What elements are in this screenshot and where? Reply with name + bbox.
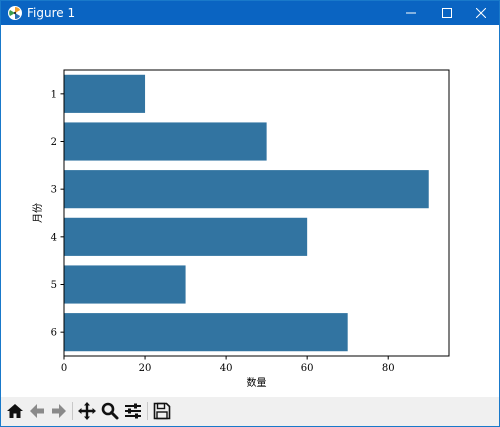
window-title: Figure 1 (27, 6, 76, 20)
configure-subplots-button[interactable] (123, 401, 143, 421)
arrow-left-icon (30, 404, 44, 418)
toolbar-separator (72, 402, 73, 420)
bar-4 (64, 217, 308, 256)
bar-chart: 1 2 3 4 5 6 0 20 40 60 80 数量 月份 (32, 69, 450, 389)
y-tick-label: 1 (51, 89, 57, 100)
x-tick-label: 40 (220, 363, 233, 374)
home-icon (7, 404, 23, 418)
y-tick-label: 4 (51, 232, 57, 243)
toolbar-separator (147, 402, 148, 420)
bar-2 (64, 122, 267, 161)
y-tick-label: 3 (51, 185, 57, 196)
bar-5 (64, 265, 186, 304)
sliders-icon (125, 403, 141, 419)
y-tick-label: 5 (51, 280, 57, 291)
title-bar[interactable]: Figure 1 (1, 1, 499, 25)
minimize-button[interactable] (393, 1, 429, 25)
bar-3 (64, 170, 429, 209)
maximize-button[interactable] (429, 1, 465, 25)
y-axis-label: 月份 (32, 203, 44, 223)
axes-frame (63, 69, 450, 357)
zoom-button[interactable] (100, 401, 120, 421)
forward-button[interactable] (49, 401, 69, 421)
x-tick-label: 80 (382, 363, 395, 374)
maximize-icon (442, 8, 452, 18)
move-icon (78, 402, 96, 420)
save-icon (153, 402, 171, 420)
pan-button[interactable] (77, 401, 97, 421)
close-button[interactable] (463, 1, 499, 25)
matplotlib-logo-icon (7, 5, 23, 21)
save-button[interactable] (152, 401, 172, 421)
x-axis-label: 数量 (247, 376, 267, 389)
figure-canvas[interactable]: 1 2 3 4 5 6 0 20 40 60 80 数量 月份 (1, 25, 499, 397)
x-tick-label: 20 (139, 363, 152, 374)
navigation-toolbar (1, 397, 499, 426)
bar-1 (64, 74, 146, 113)
y-tick-label: 6 (51, 328, 57, 339)
minimize-icon (406, 12, 416, 14)
zoom-icon (101, 402, 119, 420)
back-button[interactable] (27, 401, 47, 421)
home-button[interactable] (5, 401, 25, 421)
close-icon (476, 8, 486, 18)
arrow-right-icon (52, 404, 66, 418)
y-tick-label: 2 (51, 137, 57, 148)
x-tick-label: 0 (61, 363, 67, 374)
x-tick-label: 60 (301, 363, 314, 374)
bar-6 (64, 313, 348, 352)
